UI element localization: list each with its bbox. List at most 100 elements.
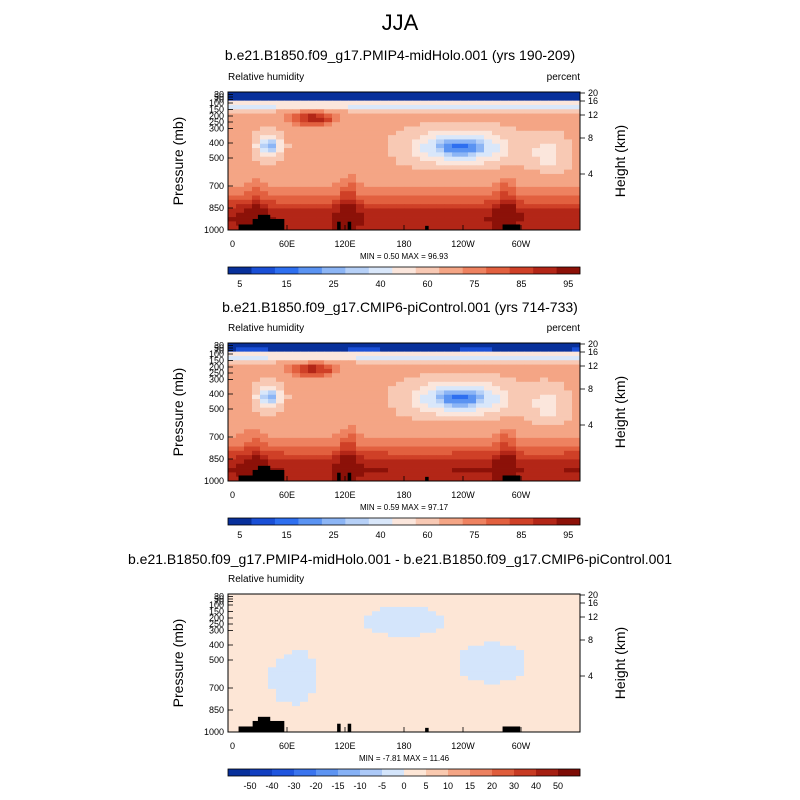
field-cell	[412, 594, 421, 599]
field-cell	[564, 204, 573, 209]
field-cell	[364, 598, 373, 604]
field-cell	[524, 420, 533, 426]
field-cell	[572, 351, 581, 357]
field-cell	[428, 680, 437, 685]
field-cell	[476, 199, 485, 205]
field-cell	[524, 476, 533, 482]
field-cell	[300, 373, 309, 378]
field-cell	[428, 394, 437, 400]
field-cell	[356, 619, 365, 625]
field-cell	[236, 117, 245, 123]
field-cell	[532, 476, 541, 482]
field-cell	[236, 399, 245, 404]
field-cell	[524, 727, 533, 733]
field-cell	[500, 658, 509, 664]
field-cell	[556, 152, 565, 158]
field-cell	[444, 109, 453, 114]
field-cell	[276, 343, 285, 348]
field-cell	[484, 433, 493, 439]
field-cell	[300, 710, 309, 716]
field-cell	[476, 680, 485, 685]
field-cell	[460, 615, 469, 621]
field-cell	[380, 195, 389, 201]
field-cell	[356, 658, 365, 664]
field-cell	[572, 463, 581, 469]
field-cell	[236, 680, 245, 685]
field-cell	[532, 351, 541, 357]
field-cell	[324, 386, 333, 391]
field-cell	[244, 701, 253, 707]
topography-mask	[347, 472, 352, 481]
field-cell	[228, 671, 237, 677]
field-cell	[372, 130, 381, 136]
field-cell	[412, 186, 421, 192]
field-cell	[484, 351, 493, 357]
field-cell	[500, 139, 509, 145]
field-cell	[540, 680, 549, 685]
field-cell	[468, 399, 477, 404]
field-cell	[356, 100, 365, 106]
field-cell	[444, 208, 453, 214]
field-cell	[388, 169, 397, 175]
field-cell	[556, 624, 565, 629]
field-cell	[404, 386, 413, 391]
field-cell	[284, 701, 293, 707]
field-cell	[540, 403, 549, 409]
field-cell	[404, 92, 413, 97]
field-cell	[260, 701, 269, 707]
panel-3-title: b.e21.B1850.f09_g17.PMIP4-midHolo.001 - …	[127, 551, 673, 567]
field-cell	[420, 156, 429, 162]
field-cell	[292, 611, 301, 616]
field-cell	[308, 381, 317, 387]
field-cell	[372, 463, 381, 469]
field-cell	[268, 667, 277, 673]
field-cell	[244, 182, 253, 188]
field-cell	[492, 697, 501, 703]
field-cell	[532, 403, 541, 409]
field-cell	[276, 394, 285, 400]
field-cell	[532, 217, 541, 222]
field-cell	[420, 455, 429, 460]
field-cell	[412, 165, 421, 171]
field-cell	[324, 476, 333, 482]
field-cell	[420, 650, 429, 655]
field-cell	[516, 606, 525, 612]
field-cell	[556, 723, 565, 729]
colorbar-1-box	[228, 267, 252, 274]
field-cell	[292, 701, 301, 707]
field-cell	[236, 364, 245, 370]
field-cell	[260, 199, 269, 205]
field-cell	[460, 225, 469, 231]
field-cell	[236, 135, 245, 140]
field-cell	[444, 693, 453, 698]
field-cell	[468, 606, 477, 612]
field-cell	[300, 706, 309, 711]
field-cell	[532, 723, 541, 729]
field-cell	[244, 714, 253, 720]
topography-mask	[347, 723, 352, 732]
colorbar-1-box	[439, 267, 463, 274]
field-cell	[364, 714, 373, 720]
field-cell	[556, 688, 565, 694]
field-cell	[372, 195, 381, 201]
field-cell	[508, 637, 517, 642]
field-cell	[564, 594, 573, 599]
colorbar-1-box	[368, 267, 393, 274]
field-cell	[380, 719, 389, 724]
field-cell	[244, 416, 253, 422]
field-cell	[468, 195, 477, 201]
field-cell	[268, 637, 277, 642]
field-cell	[268, 433, 277, 439]
field-cell	[388, 199, 397, 205]
field-cell	[532, 412, 541, 417]
field-cell	[356, 377, 365, 383]
field-cell	[572, 343, 581, 348]
field-cell	[516, 650, 525, 655]
field-cell	[548, 199, 557, 205]
field-cell	[380, 624, 389, 629]
field-cell	[372, 368, 381, 374]
field-cell	[404, 208, 413, 214]
field-cell	[388, 684, 397, 690]
field-cell	[500, 688, 509, 694]
field-cell	[572, 710, 581, 716]
